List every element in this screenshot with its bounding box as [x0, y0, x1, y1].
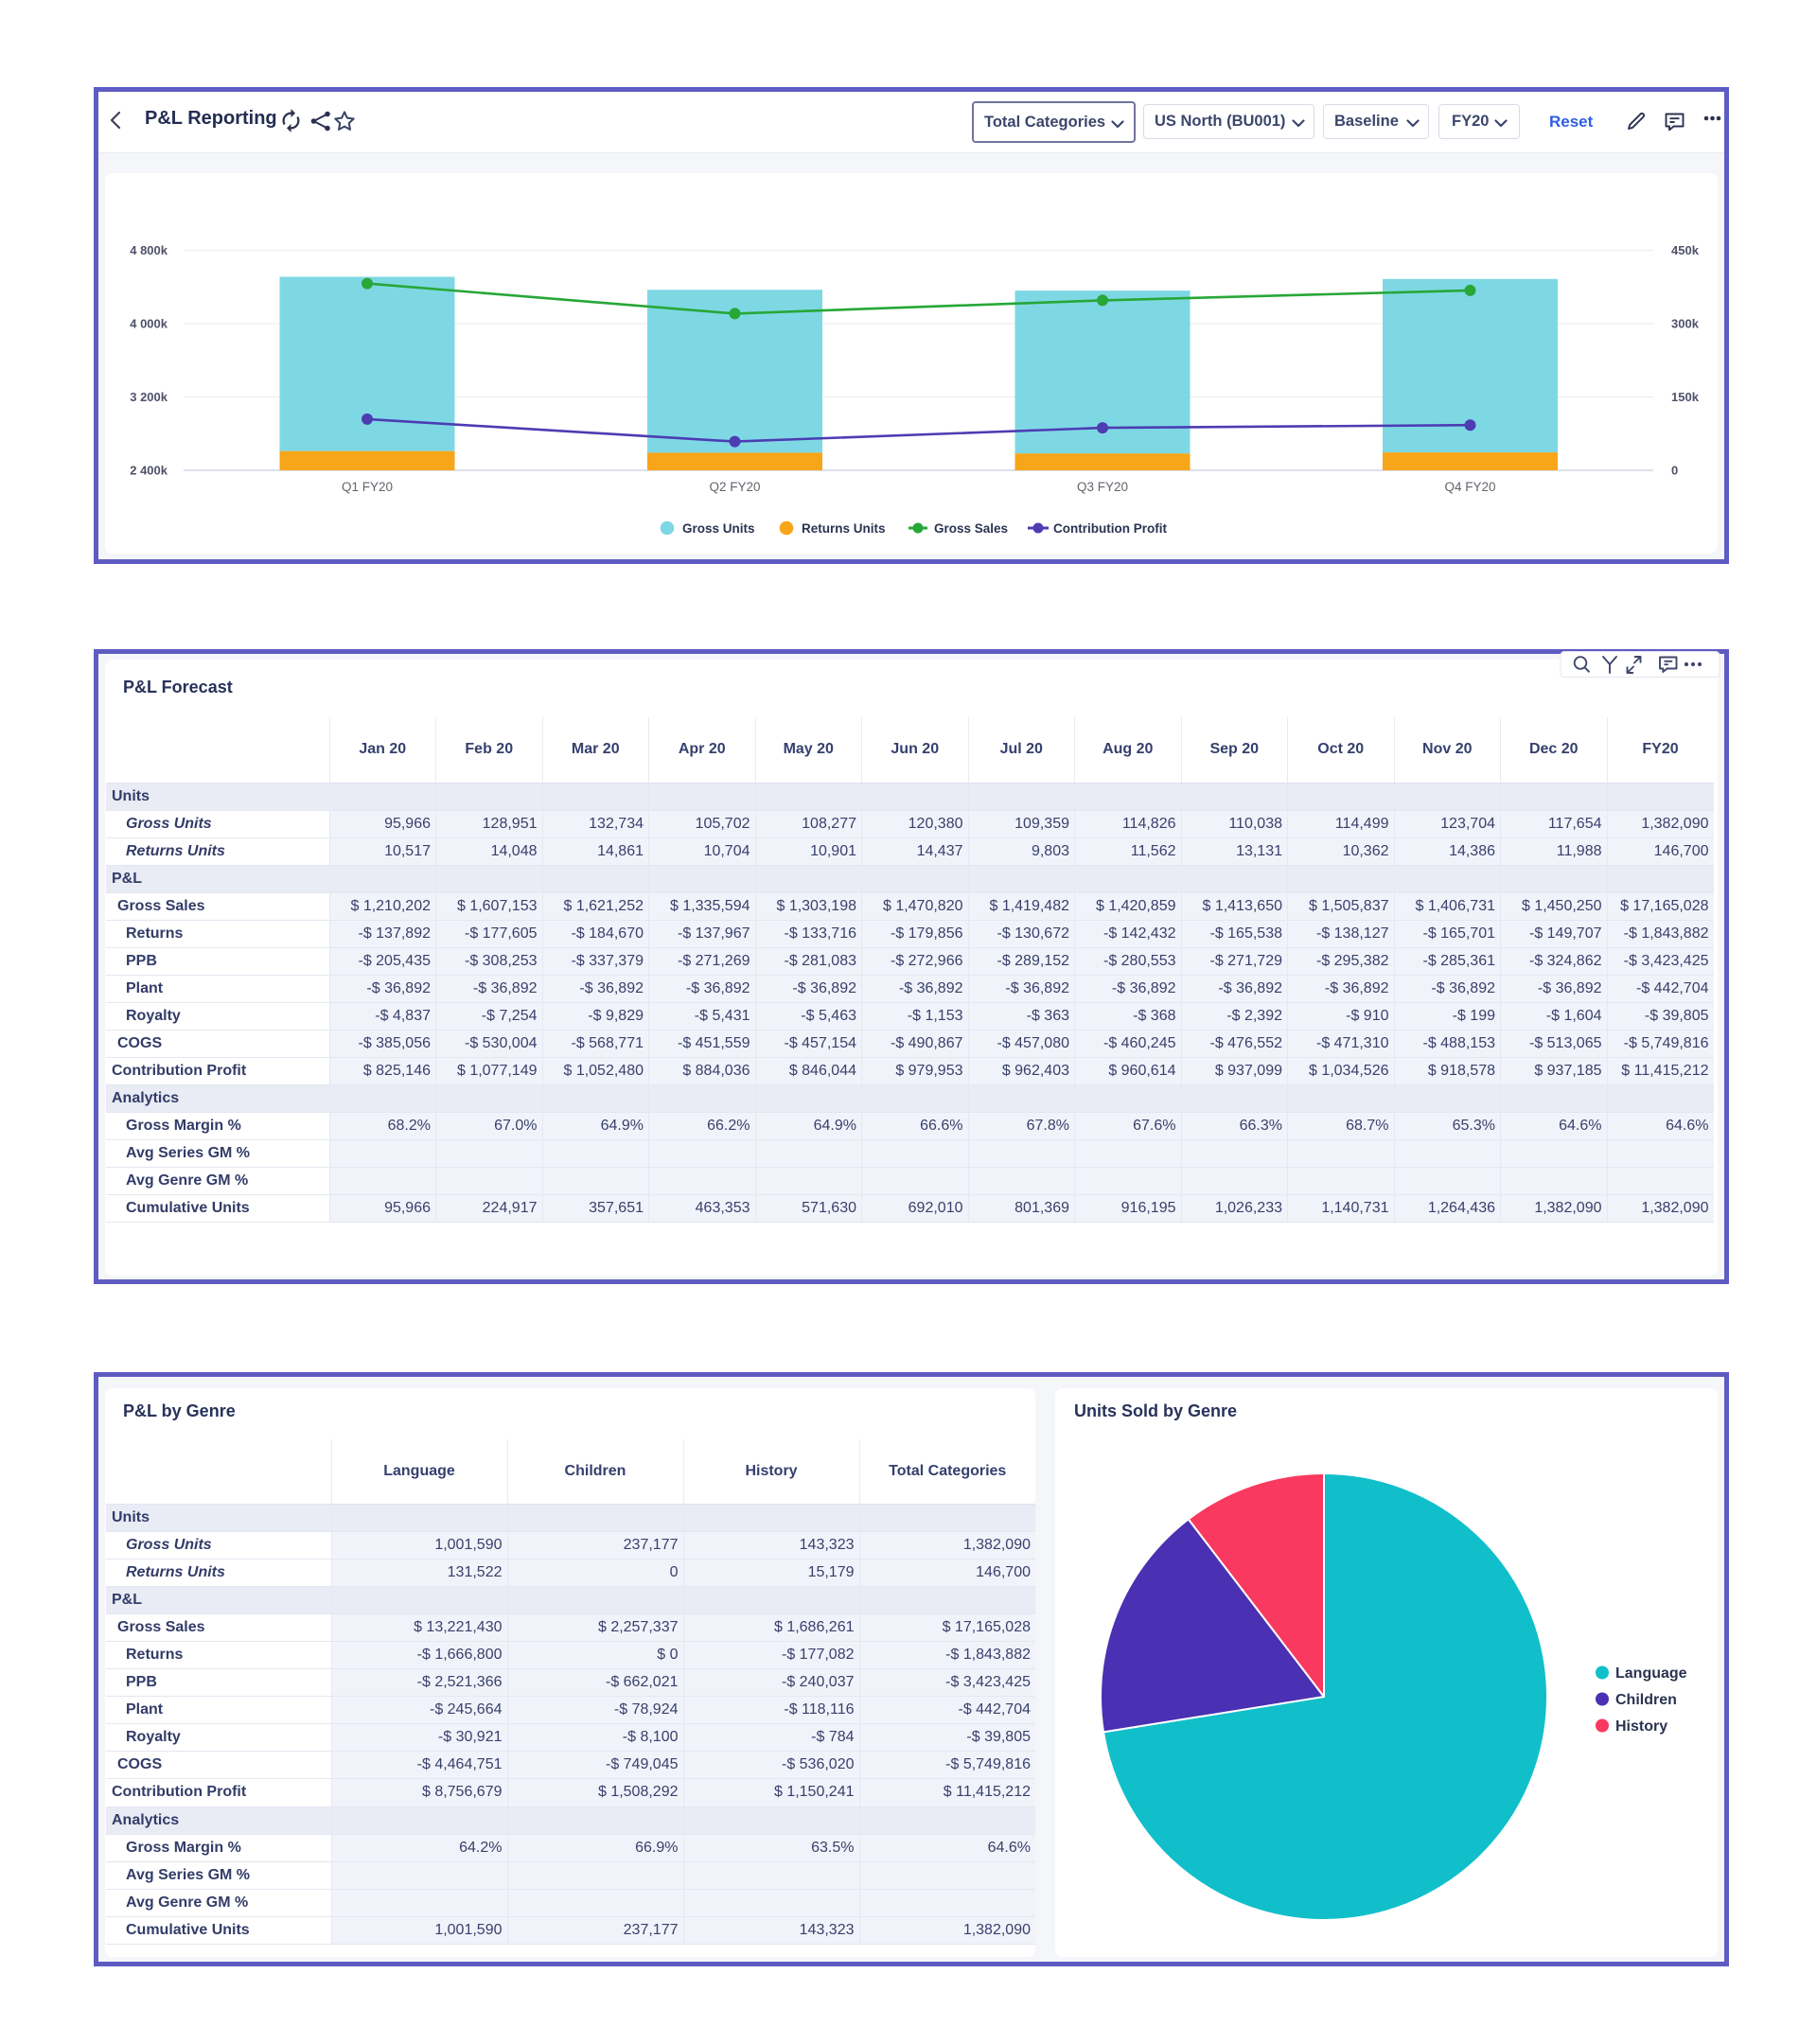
svg-text:2 400k: 2 400k	[130, 464, 168, 478]
svg-text:History: History	[1615, 1718, 1667, 1735]
svg-text:150k: 150k	[1671, 390, 1700, 404]
svg-text:Gross Units: Gross Units	[682, 521, 755, 536]
svg-text:3 200k: 3 200k	[130, 390, 168, 404]
svg-text:4 800k: 4 800k	[130, 243, 168, 257]
svg-text:Q1 FY20: Q1 FY20	[342, 480, 393, 494]
svg-text:0: 0	[1671, 464, 1678, 478]
svg-text:Language: Language	[1615, 1665, 1687, 1682]
svg-text:Children: Children	[1615, 1692, 1677, 1708]
svg-text:Returns Units: Returns Units	[802, 521, 886, 536]
svg-text:4 000k: 4 000k	[130, 317, 168, 331]
svg-text:Q3 FY20: Q3 FY20	[1077, 480, 1128, 494]
svg-text:Q2 FY20: Q2 FY20	[709, 480, 760, 494]
svg-text:Q4 FY20: Q4 FY20	[1444, 480, 1495, 494]
svg-text:450k: 450k	[1671, 243, 1700, 257]
svg-text:Contribution Profit: Contribution Profit	[1053, 521, 1167, 536]
svg-text:300k: 300k	[1671, 317, 1700, 331]
svg-text:Gross Sales: Gross Sales	[934, 521, 1008, 536]
